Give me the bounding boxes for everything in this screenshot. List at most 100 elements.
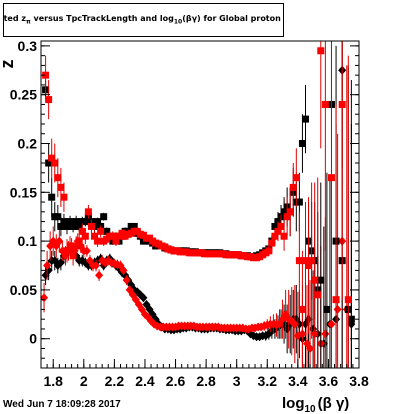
data-point-square <box>100 213 108 221</box>
chart-title: itted zπ versus TpcTrackLength and log10… <box>3 14 281 26</box>
data-point-square <box>317 276 325 284</box>
data-point-square <box>283 213 291 221</box>
data-point-square <box>295 257 303 265</box>
data-point-square <box>94 218 102 226</box>
x-tick-label: 3.8 <box>349 373 369 389</box>
data-point-square <box>60 218 68 226</box>
data-point-square <box>295 198 303 206</box>
data-point-square <box>301 115 309 123</box>
chart-title-box: itted zπ versus TpcTrackLength and log10… <box>3 3 284 37</box>
data-point-square <box>69 252 77 260</box>
y-tick-label: 0.3 <box>18 38 38 54</box>
x-axis-label-post: (β γ) <box>318 395 350 412</box>
data-point-square <box>347 315 355 323</box>
title-mid-sub: 10 <box>173 18 183 26</box>
x-tick-label: 3 <box>233 373 241 389</box>
data-point-square <box>332 296 340 304</box>
y-tick-label: 0.25 <box>10 87 37 103</box>
data-point-square <box>91 232 99 240</box>
data-point-square <box>84 208 92 216</box>
data-point-square <box>48 193 56 201</box>
y-tick-label: 0 <box>29 331 37 347</box>
data-point-square <box>323 305 331 313</box>
axes: 1.8 2 2.2 2.4 2.6 2.8 3 3.2 3.4 3.6 3.8 0 0.05 0.1 0.1… <box>10 38 369 389</box>
data-point-square <box>66 218 74 226</box>
data-point-square <box>75 222 83 230</box>
data-point-square <box>72 218 80 226</box>
data-point-diamond <box>55 236 64 246</box>
data-point-square <box>81 232 89 240</box>
data-point-square <box>305 262 313 270</box>
x-axis-label: log10 (β γ) <box>282 395 349 414</box>
data-point-square <box>45 159 53 167</box>
data-point-square <box>112 237 120 245</box>
data-point-square <box>314 291 322 299</box>
data-point-diamond <box>43 261 52 271</box>
x-tick-label: 2.6 <box>166 373 186 389</box>
x-tick-label: 1.8 <box>43 373 63 389</box>
x-tick-label: 3.6 <box>319 373 339 389</box>
data-point-square <box>321 100 329 108</box>
title-post: (βγ) for Global proton <box>182 14 281 23</box>
data-point-square <box>317 47 325 55</box>
data-point-diamond <box>306 343 315 353</box>
data-point-square <box>94 237 102 245</box>
data-point-square <box>344 296 352 304</box>
y-tick-label: 0.05 <box>10 282 37 298</box>
data-point-diamond <box>290 319 299 329</box>
y-tick-label: 0.1 <box>18 233 38 249</box>
data-point-square <box>42 71 50 79</box>
data-point-square <box>87 222 95 230</box>
data-point-square <box>45 96 53 104</box>
x-tick-label: 2 <box>80 373 88 389</box>
x-tick-label: 2.2 <box>105 373 125 389</box>
data-point-square <box>60 193 68 201</box>
data-point-square <box>75 237 83 245</box>
data-point-diamond <box>119 265 128 275</box>
data-point-diamond <box>139 293 148 303</box>
x-tick-label: 3.4 <box>288 373 308 389</box>
x-tick-label: 2.8 <box>196 373 216 389</box>
data-point-square <box>298 305 306 313</box>
data-point-diamond <box>122 275 131 285</box>
data-point-square <box>271 222 279 230</box>
data-point-square <box>292 174 300 182</box>
data-point-square <box>97 227 105 235</box>
data-point-square <box>289 183 297 191</box>
data-point-square <box>327 174 335 182</box>
data-point-square <box>57 222 65 230</box>
title-mid: versus TpcTrackLength and log <box>30 14 174 23</box>
data-point-square <box>311 276 319 284</box>
x-tick-label: 3.2 <box>258 373 278 389</box>
data-point-square <box>109 232 117 240</box>
title-pre-sub: π <box>25 18 31 26</box>
data-point-diamond <box>92 261 101 271</box>
x-axis-label-sub: 10 <box>305 404 317 414</box>
data-point-square <box>103 227 111 235</box>
data-point-square <box>63 222 71 230</box>
data-point-diamond <box>95 270 104 280</box>
data-point-square <box>54 174 62 182</box>
data-point-square <box>298 139 306 147</box>
data-point-square <box>69 222 77 230</box>
data-point-square <box>301 257 309 265</box>
y-axis-label: z <box>0 60 17 69</box>
series-2 <box>42 41 352 368</box>
data-point-square <box>338 100 346 108</box>
data-point-square <box>81 218 89 226</box>
data-point-square <box>280 232 288 240</box>
data-point-square <box>54 213 62 221</box>
data-point-square <box>57 183 65 191</box>
data-point-square <box>308 257 316 265</box>
title-pre: itted z <box>3 14 26 23</box>
data-point-square <box>265 247 273 255</box>
data-point-square <box>286 208 294 216</box>
data-point-square <box>78 227 86 235</box>
data-marks <box>40 41 356 368</box>
data-point-square <box>48 154 56 162</box>
x-axis-label-pre: log <box>282 395 305 412</box>
data-point-square <box>271 232 279 240</box>
data-point-square <box>274 227 282 235</box>
data-point-square <box>51 159 59 167</box>
data-point-square <box>268 239 276 247</box>
